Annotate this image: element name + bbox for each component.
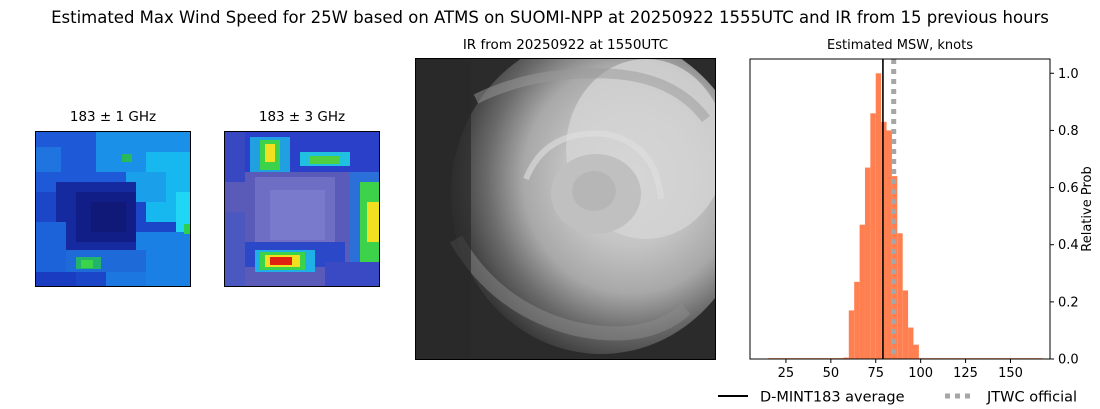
histogram-bar xyxy=(891,176,898,359)
histogram-x-axis: 25 50 75 100 125 150 xyxy=(778,359,1023,380)
legend-label-dmint: D-MINT183 average xyxy=(760,390,905,406)
x-tick-label: 100 xyxy=(908,366,933,380)
ir-image-panel xyxy=(415,58,716,360)
histogram-reference-lines xyxy=(882,59,897,359)
x-tick-label: 75 xyxy=(867,366,884,380)
y-tick-label: 1.0 xyxy=(1058,67,1079,82)
ir-satellite-image xyxy=(416,59,715,359)
y-tick-label: 0.8 xyxy=(1058,124,1079,139)
histogram-frame xyxy=(749,58,1051,360)
histogram-bar xyxy=(886,130,892,359)
histogram-bar xyxy=(854,281,860,359)
y-tick-label: 0.2 xyxy=(1058,295,1079,310)
mw1-brightness-map xyxy=(36,132,190,286)
histogram-y-axis: 0.0 0.2 0.4 0.6 0.8 1.0 xyxy=(1050,67,1079,368)
ir-panel-title: IR from 20250922 at 1550UTC xyxy=(462,37,669,53)
histogram-bar xyxy=(881,121,887,359)
legend: D-MINT183 average JTWC official xyxy=(717,386,1089,406)
histogram-bar xyxy=(848,310,855,359)
histogram-bar xyxy=(897,233,903,359)
legend-graphics: D-MINT183 average JTWC official xyxy=(718,390,1077,406)
y-tick-label: 0.0 xyxy=(1058,353,1079,368)
histogram-bar xyxy=(864,167,871,359)
legend-label-jtwc: JTWC official xyxy=(986,390,1077,406)
figure-title: Estimated Max Wind Speed for 25W based o… xyxy=(51,8,1049,27)
mw2-brightness-map xyxy=(225,132,379,286)
histogram-bar xyxy=(843,357,849,359)
histogram-ylabel: Relative Prob xyxy=(1080,166,1095,251)
histogram-bar xyxy=(870,113,876,360)
histogram-bar xyxy=(913,344,919,359)
x-tick-label: 50 xyxy=(823,366,840,380)
histogram-bars xyxy=(767,73,1043,360)
x-tick-label: 125 xyxy=(953,366,978,380)
histogram-bar xyxy=(908,327,914,359)
mw2-image-panel xyxy=(224,131,380,287)
mw1-panel-title: 183 ± 1 GHz xyxy=(69,109,157,125)
mw1-image-panel xyxy=(35,131,191,287)
histogram-bar xyxy=(875,73,882,360)
y-tick-label: 0.4 xyxy=(1058,238,1079,253)
mw2-panel-title: 183 ± 3 GHz xyxy=(258,109,346,125)
msw-histogram: 25 50 75 100 125 150 0.0 0.2 0.4 0.6 0.8 1.0 Relat… xyxy=(749,58,1095,380)
y-tick-label: 0.6 xyxy=(1058,181,1079,196)
histogram-bar xyxy=(902,290,909,359)
histogram-title: Estimated MSW, knots xyxy=(827,38,973,53)
x-tick-label: 25 xyxy=(778,366,795,380)
x-tick-label: 150 xyxy=(998,366,1023,380)
histogram-bar xyxy=(859,224,865,359)
